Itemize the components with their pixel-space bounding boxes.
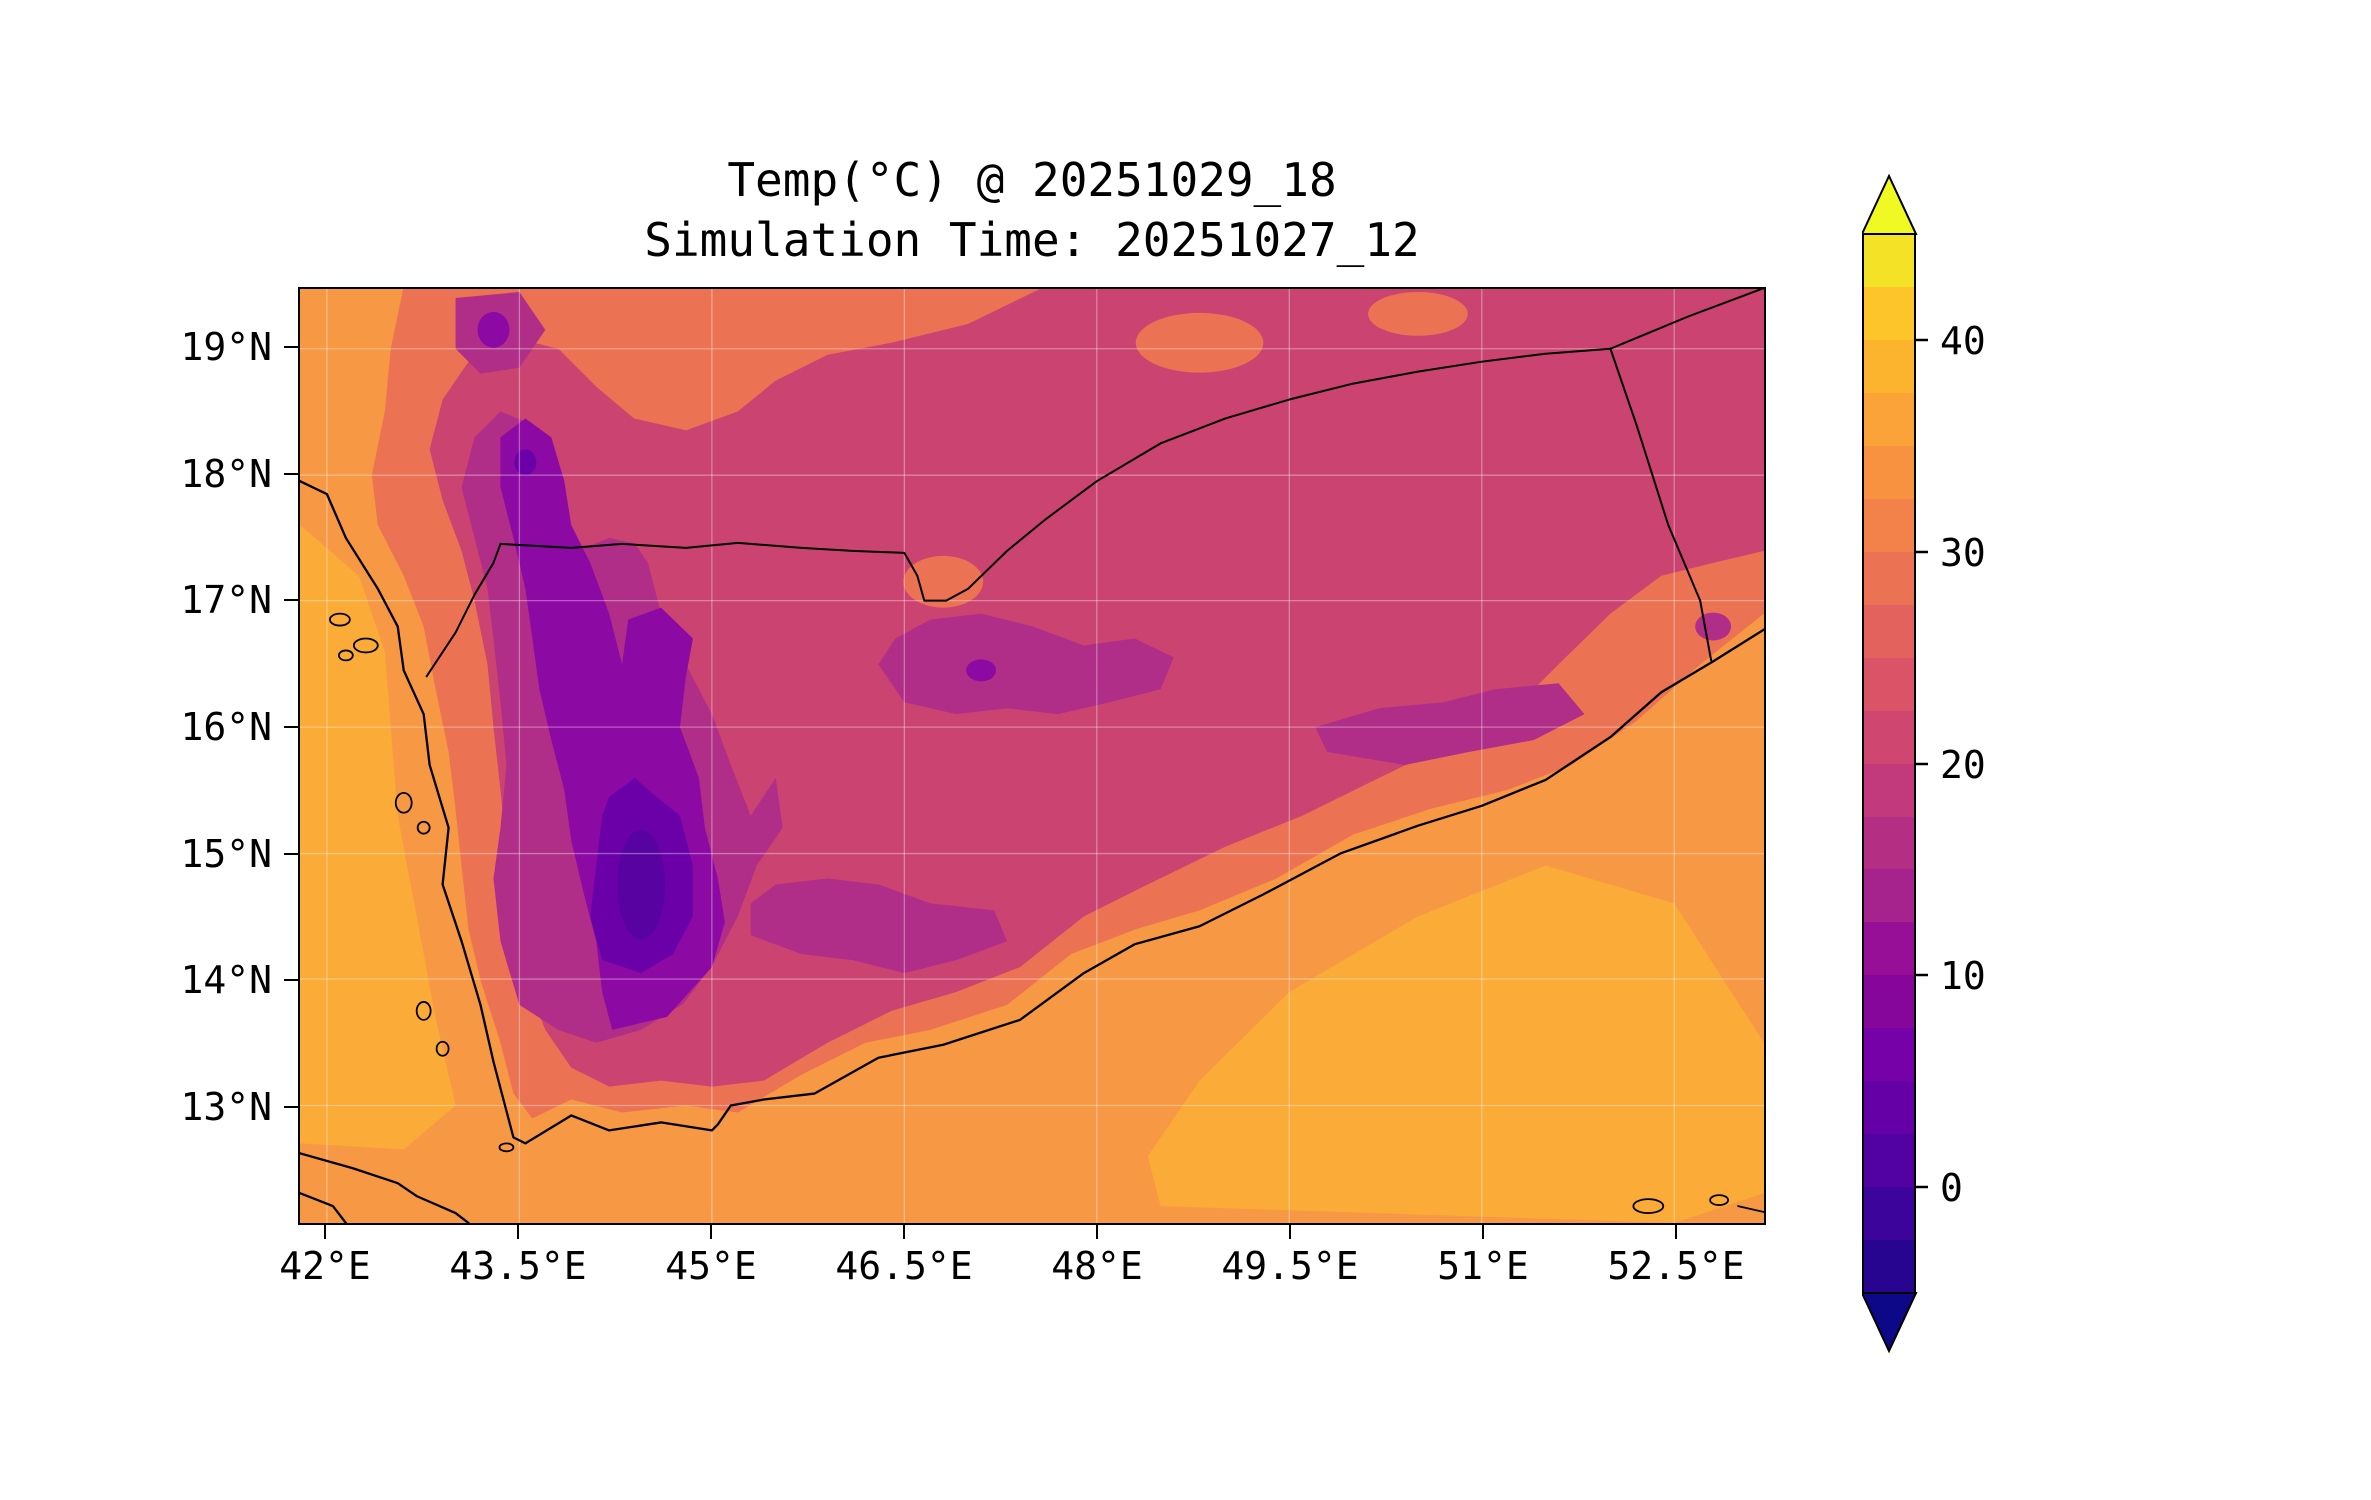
- x-tick-label: 48°E: [1051, 1244, 1143, 1288]
- y-tick: [284, 473, 298, 475]
- temperature-map: [298, 287, 1766, 1225]
- x-tick: [324, 1225, 326, 1239]
- x-tick: [1096, 1225, 1098, 1239]
- colorbar-ticks: [1916, 338, 1928, 1189]
- map-canvas: [300, 289, 1764, 1223]
- contour-magenta-spot: [1695, 612, 1732, 641]
- y-tick: [284, 599, 298, 601]
- coastline-path: [300, 480, 1764, 1145]
- y-tick-label: 13°N: [180, 1085, 272, 1129]
- svg-text:10: 10: [1940, 954, 1986, 998]
- x-tick-label: 43.5°E: [449, 1244, 587, 1288]
- x-tick-label: 45°E: [665, 1244, 757, 1288]
- coastline-africa-sw2: [300, 1191, 348, 1223]
- svg-text:40: 40: [1940, 319, 1986, 363]
- contour-purple-spot: [477, 311, 510, 348]
- x-tick: [903, 1225, 905, 1239]
- y-tick-label: 19°N: [180, 325, 272, 369]
- colorbar-bands: [1862, 234, 1916, 1293]
- x-tick-label: 42°E: [279, 1244, 371, 1288]
- coastline-borders: [300, 289, 1764, 1223]
- svg-text:30: 30: [1940, 531, 1986, 575]
- y-tick: [284, 1106, 298, 1108]
- contour-coldest-core: [617, 829, 666, 940]
- colorbar-extend-arrow-bottom: [1862, 1292, 1918, 1354]
- contour-deep-purple-spot: [514, 449, 537, 476]
- x-tick-label: 51°E: [1437, 1244, 1529, 1288]
- island-outlines: [329, 612, 1764, 1214]
- contour-magenta-central: [878, 613, 1174, 715]
- y-tick-label: 16°N: [180, 705, 272, 749]
- x-tick-label: 52.5°E: [1607, 1244, 1745, 1288]
- y-tick: [284, 346, 298, 348]
- x-tick: [1289, 1225, 1291, 1239]
- figure-title-line2: Simulation Time: 20251027_12: [644, 213, 1420, 267]
- border-saudi-yemen: [425, 347, 1612, 678]
- graticule: [300, 289, 1764, 1223]
- contour-purple-spot: [966, 659, 997, 682]
- x-tick-label: 49.5°E: [1221, 1244, 1359, 1288]
- figure-title-line1: Temp(°C) @ 20251029_18: [727, 153, 1337, 207]
- contour-hot-se-ocean: [1147, 865, 1764, 1223]
- x-tick: [710, 1225, 712, 1239]
- svg-text:20: 20: [1940, 743, 1986, 787]
- x-tick-label: 46.5°E: [835, 1244, 973, 1288]
- coastline-africa-sw: [300, 1152, 470, 1223]
- colorbar-tick-labels: 40 30 20 10 0: [1940, 319, 1986, 1210]
- border-oman-yemen: [1609, 347, 1713, 662]
- y-tick: [284, 853, 298, 855]
- y-tick-label: 15°N: [180, 832, 272, 876]
- y-tick-label: 18°N: [180, 452, 272, 496]
- colorbar: 40 30 20 10 0: [1862, 173, 1986, 1354]
- y-tick: [284, 979, 298, 981]
- contour-salmon-pocket: [1368, 291, 1468, 336]
- svg-text:0: 0: [1940, 1166, 1963, 1210]
- contour-salmon-pocket: [1135, 312, 1264, 373]
- y-tick-label: 14°N: [180, 958, 272, 1002]
- x-tick: [1675, 1225, 1677, 1239]
- border-saudi-oman: [1609, 289, 1764, 350]
- x-tick: [517, 1225, 519, 1239]
- y-tick-label: 17°N: [180, 578, 272, 622]
- contour-hot-redsea: [300, 524, 456, 1150]
- colorbar-extend-arrow-top: [1862, 173, 1918, 235]
- x-tick: [1482, 1225, 1484, 1239]
- contour-magenta-east: [1315, 683, 1585, 765]
- y-tick: [284, 726, 298, 728]
- contour-magenta-south: [750, 878, 1008, 974]
